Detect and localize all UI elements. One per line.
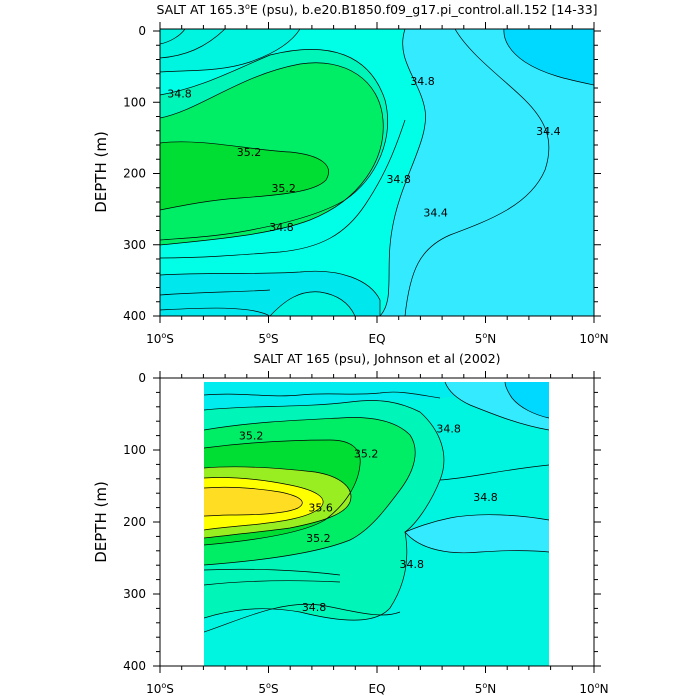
contour-label: 34.4 [423, 207, 448, 220]
contour-label: 35.2 [239, 430, 264, 443]
contour-label: 34.8 [386, 173, 411, 186]
contour-label: 34.8 [167, 88, 192, 101]
panel-model-title: SALT AT 165.3oE (psu), b.e20.B1850.f09_g… [156, 2, 597, 17]
contour-label: 35.2 [237, 146, 262, 159]
contour-label: 35.2 [271, 182, 296, 195]
x-tick-label: 5oN [475, 331, 497, 346]
x-tick-label: 5oN [475, 681, 497, 696]
y-tick-label: 100 [123, 95, 146, 109]
contour-label: 34.8 [410, 75, 435, 88]
y-tick-label: 400 [123, 309, 146, 323]
contour-label: 35.6 [308, 502, 333, 515]
y-tick-label: 0 [138, 371, 146, 385]
x-tick-label: EQ [368, 332, 385, 346]
contour-label: 34.8 [399, 558, 424, 571]
y-tick-label: 100 [123, 443, 146, 457]
contour-label: 35.2 [306, 532, 331, 545]
y-tick-label: 400 [123, 659, 146, 673]
x-tick-label: EQ [368, 682, 385, 696]
x-tick-label: 5oS [258, 331, 278, 346]
y-tick-label: 0 [138, 24, 146, 38]
y-tick-label: 300 [123, 238, 146, 252]
x-tick-label: 10oN [579, 681, 608, 696]
contour-label: 35.2 [354, 448, 379, 461]
contour-label: 34.8 [269, 221, 294, 234]
x-tick-label: 5oS [258, 681, 278, 696]
panel-observed-contour-labels: 35.2 35.2 34.8 35.6 35.2 34.8 34.8 34.8 [239, 422, 498, 614]
panel-model-contour-labels: 34.8 35.2 35.2 34.8 34.8 34.4 34.8 34.4 [167, 75, 561, 234]
panel-model-field [160, 29, 594, 316]
panel-observed-ylabel: DEPTH (m) [92, 481, 110, 563]
y-tick-label: 200 [123, 515, 146, 529]
x-tick-label: 10oS [146, 681, 174, 696]
panel-model-ylabel: DEPTH (m) [92, 131, 110, 213]
panel-observed: SALT AT 165 (psu), Johnson et al (2002) [92, 351, 609, 696]
panel-observed-title: SALT AT 165 (psu), Johnson et al (2002) [253, 351, 500, 366]
x-tick-label: 10oN [579, 331, 608, 346]
x-tick-label: 10oS [146, 331, 174, 346]
contour-label: 34.4 [536, 125, 561, 138]
y-tick-label: 300 [123, 587, 146, 601]
panel-observed-field [204, 382, 549, 666]
panel-model: SALT AT 165.3oE (psu), b.e20.B1850.f09_g… [92, 2, 609, 346]
contour-label: 34.8 [473, 491, 498, 504]
contour-label: 34.8 [436, 422, 461, 435]
y-tick-label: 200 [123, 167, 146, 181]
contour-label: 34.8 [302, 601, 327, 614]
